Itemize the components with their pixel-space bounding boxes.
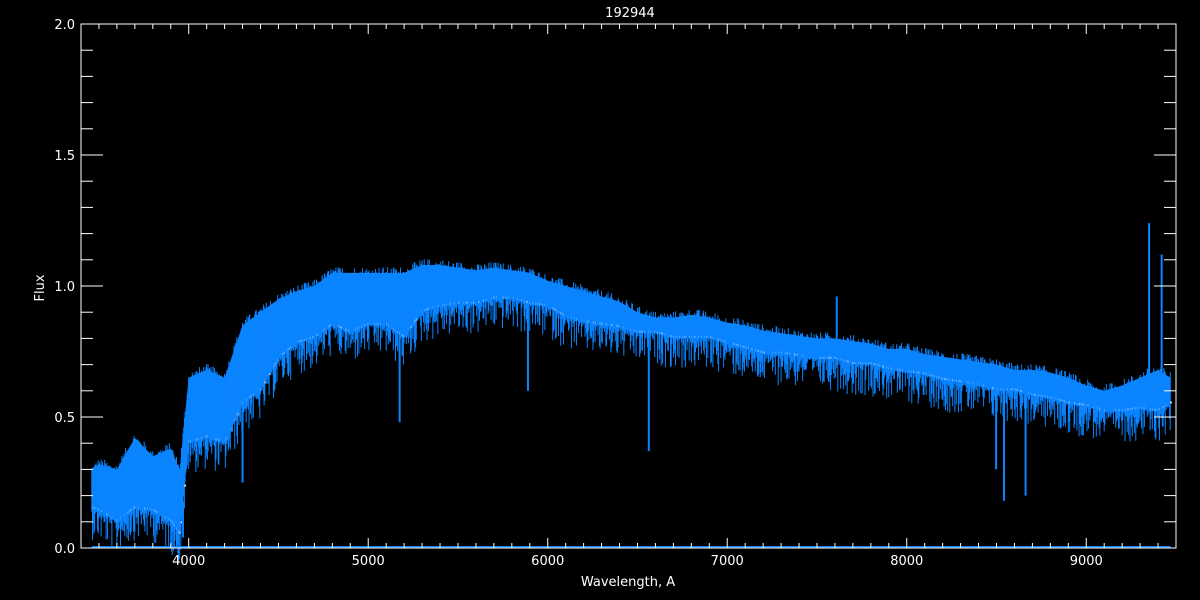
x-tick-label: 5000 <box>352 554 385 569</box>
x-tick-label: 8000 <box>890 554 923 569</box>
model-point <box>179 531 181 534</box>
x-tick-label: 7000 <box>711 554 744 569</box>
y-tick-label: 1.5 <box>54 149 75 164</box>
y-axis-label: Flux <box>33 274 48 301</box>
x-tick-label: 4000 <box>172 554 205 569</box>
model-point <box>184 484 186 487</box>
y-tick-label: 2.0 <box>54 18 75 33</box>
chart-title: 192944 <box>605 6 655 21</box>
model-point <box>1170 401 1172 404</box>
x-tick-label: 6000 <box>531 554 564 569</box>
y-tick-label: 1.0 <box>54 280 75 295</box>
y-tick-label: 0.0 <box>54 542 75 557</box>
spectrum-lines <box>91 259 1172 562</box>
plot-frame <box>80 23 1177 549</box>
x-tick-label: 9000 <box>1070 554 1103 569</box>
model-point <box>180 521 183 524</box>
x-axis-label: Wavelength, A <box>581 575 675 590</box>
y-tick-label: 0.5 <box>54 411 75 426</box>
